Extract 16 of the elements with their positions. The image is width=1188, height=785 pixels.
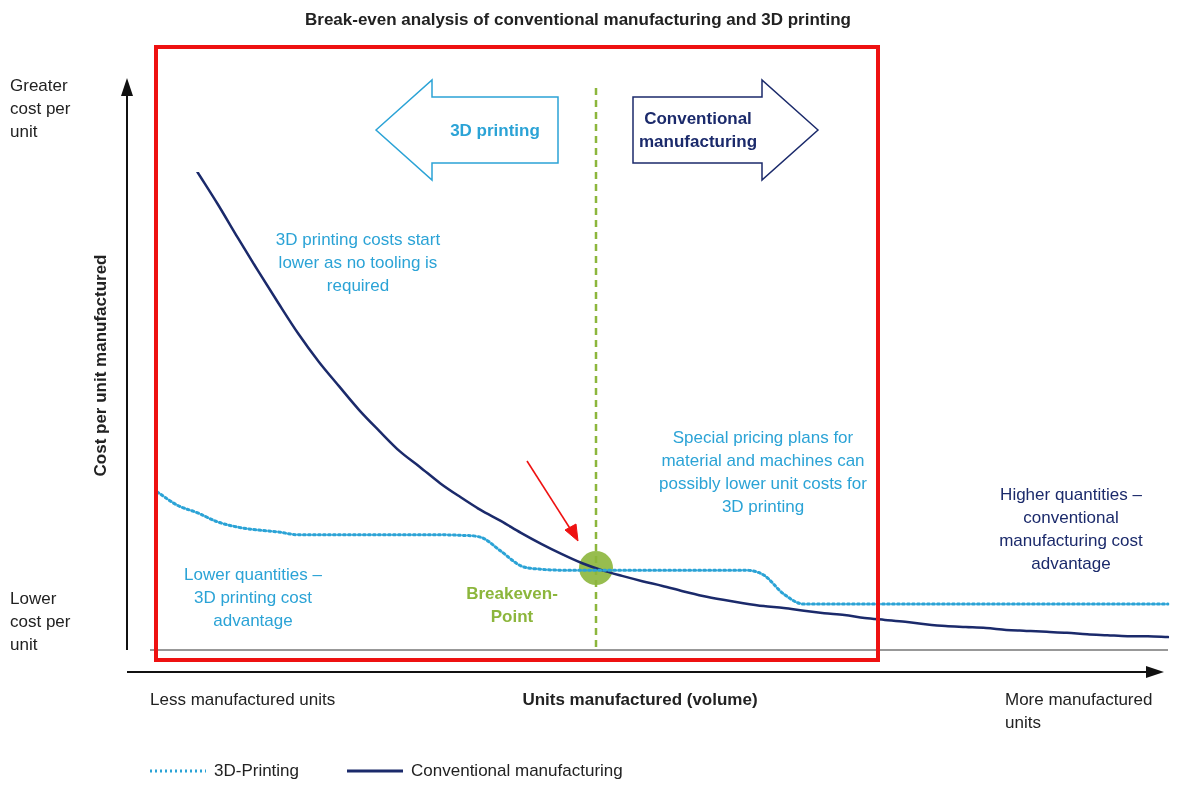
text: Greater cost per unit [10,75,72,143]
annotation: Special pricing plans for material and machines can possibly lower unit costs for 3D printing [658,427,868,518]
text: 3D printing [449,120,541,142]
annotation: Higher quantities – conventional manufacturing cost advantage [998,484,1144,575]
annotation: Breakeven-Point [465,583,559,628]
annotation: 3D printing costs start lower as no tooling is required [274,229,442,297]
chart-title: Break-even analysis of conventional manufacturing and 3D printing [304,9,852,31]
text: More manufactured units [1005,689,1154,734]
text: Conventional manufacturing [637,108,759,153]
annotation: Lower quantities – 3D printing cost advantage [183,564,323,632]
y-axis-title: Cost per unit manufactured [89,253,111,479]
legend-label: 3D-Printing [214,761,300,781]
text: Less manufactured units [150,689,337,711]
text: Lower cost per unit [10,588,72,656]
legend-label: Conventional manufacturing [411,761,623,781]
x-axis-title: Units manufactured (volume) [521,689,759,711]
